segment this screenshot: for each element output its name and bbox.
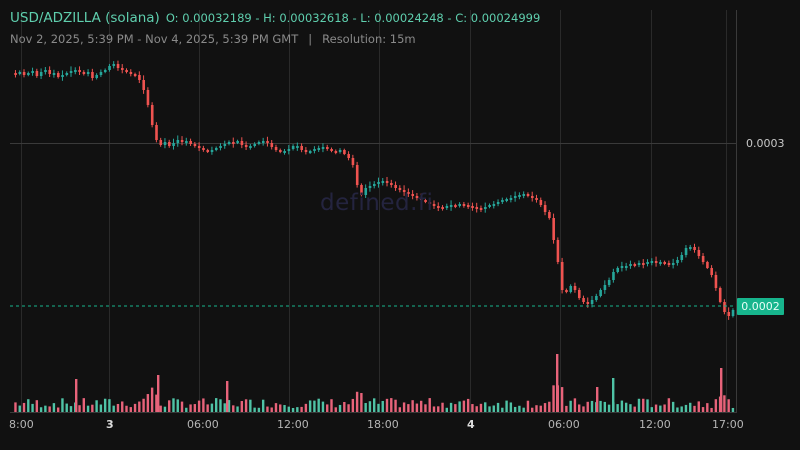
time-label: 18:00: [367, 418, 399, 431]
chart-header: USD/ADZILLA (solana) O: 0.00032189 - H: …: [10, 10, 540, 46]
resolution: Resolution: 15m: [322, 32, 416, 46]
grid-lines: [10, 10, 737, 412]
separator: |: [308, 32, 313, 46]
time-label: 12:00: [277, 418, 309, 431]
ohlc-values: O: 0.00032189 - H: 0.00032618 - L: 0.000…: [165, 11, 541, 25]
date-range: Nov 2, 2025, 5:39 PM - Nov 4, 2025, 5:39…: [10, 32, 299, 46]
time-label: 06:00: [548, 418, 580, 431]
symbol-title: USD/ADZILLA (solana): [10, 10, 160, 26]
time-label: 06:00: [187, 418, 219, 431]
time-label: 4: [467, 418, 475, 431]
time-label: 3: [106, 418, 114, 431]
price-label-0.0003: 0.0003: [746, 137, 785, 150]
watermark: defined.fi: [320, 190, 434, 216]
candles: [14, 60, 735, 320]
time-label: 12:00: [639, 418, 671, 431]
time-label: 8:00: [9, 418, 34, 431]
last-price-badge: 0.0002: [737, 298, 784, 315]
volume-bars: [10, 354, 737, 413]
time-label: 17:00: [712, 418, 744, 431]
